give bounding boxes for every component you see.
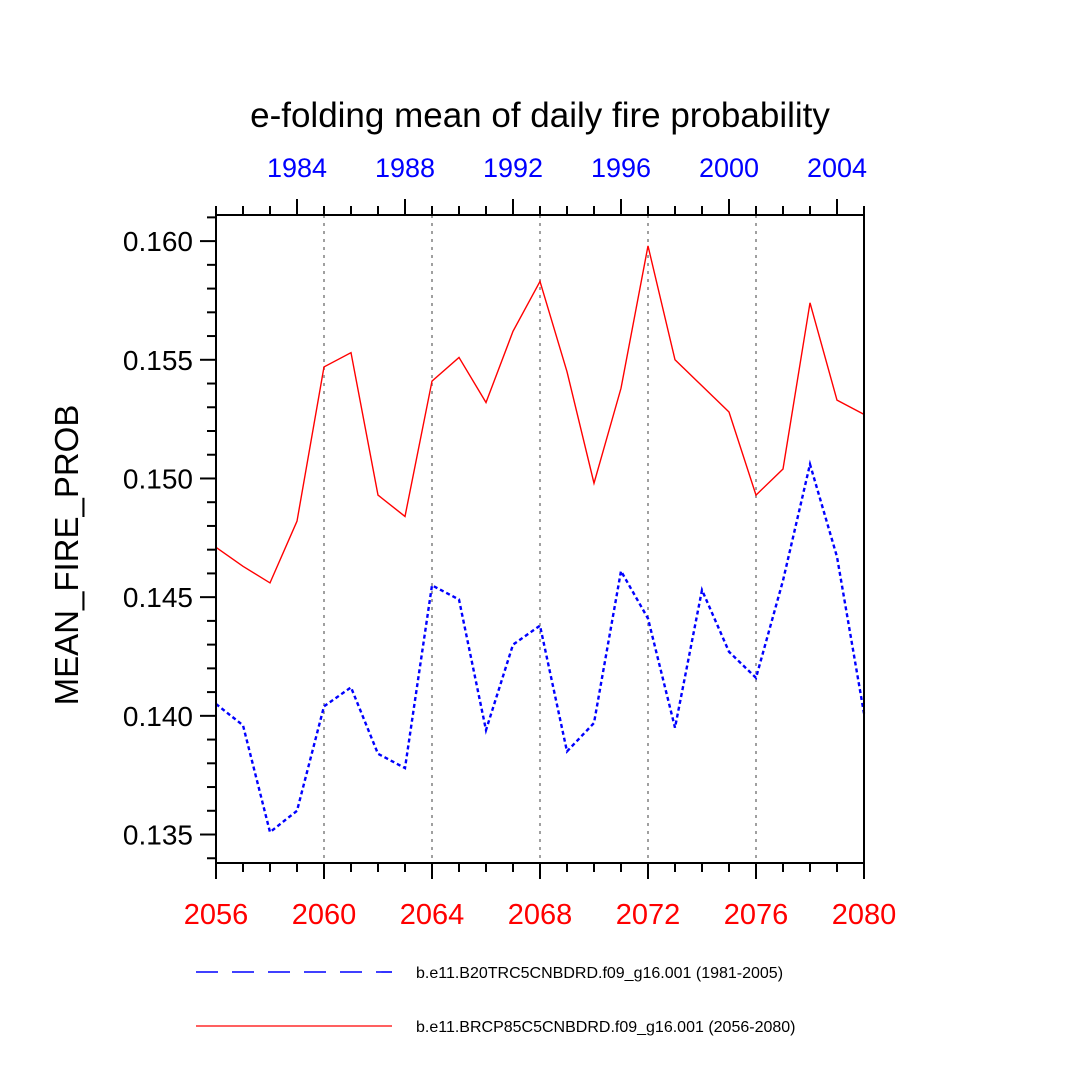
y-axis-label: MEAN_FIRE_PROB (48, 405, 85, 706)
x-tick-label: 2056 (184, 899, 249, 931)
legend-label: b.e11.BRCP85C5CNBDRD.f09_g16.001 (2056-2… (416, 1019, 795, 1036)
top-tick-label: 1988 (375, 153, 435, 183)
series-line (215, 459, 866, 835)
x-tick-label: 2072 (616, 899, 681, 931)
y-tick-label: 0.145 (123, 582, 193, 613)
y-tick-label: 0.160 (123, 226, 193, 257)
series-line (215, 245, 865, 584)
top-tick-label: 1996 (591, 153, 651, 183)
x-tick-label: 2080 (832, 899, 897, 931)
series-lines (215, 245, 866, 835)
axis-ticks: 2056 2060 2064 2068 2072 2076 2080 1984 1988 1992… (123, 153, 896, 931)
y-tick-label: 0.155 (123, 345, 193, 376)
top-tick-label: 2000 (699, 153, 759, 183)
legend-label: b.e11.B20TRC5CNBDRD.f09_g16.001 (1981-20… (416, 965, 783, 982)
grid-lines (323, 215, 757, 863)
legend: b.e11.B20TRC5CNBDRD.f09_g16.001 (1981-20… (196, 965, 795, 1036)
chart-title: e-folding mean of daily fire probability (250, 96, 830, 135)
top-tick-label: 1984 (267, 153, 327, 183)
top-tick-label: 2004 (807, 153, 867, 183)
x-tick-label: 2060 (292, 899, 357, 931)
x-tick-label: 2076 (724, 899, 789, 931)
y-tick-label: 0.140 (123, 701, 193, 732)
top-tick-label: 1992 (483, 153, 543, 183)
x-tick-label: 2064 (400, 899, 465, 931)
y-tick-label: 0.150 (123, 463, 193, 494)
x-tick-label: 2068 (508, 899, 573, 931)
y-tick-label: 0.135 (123, 820, 193, 851)
